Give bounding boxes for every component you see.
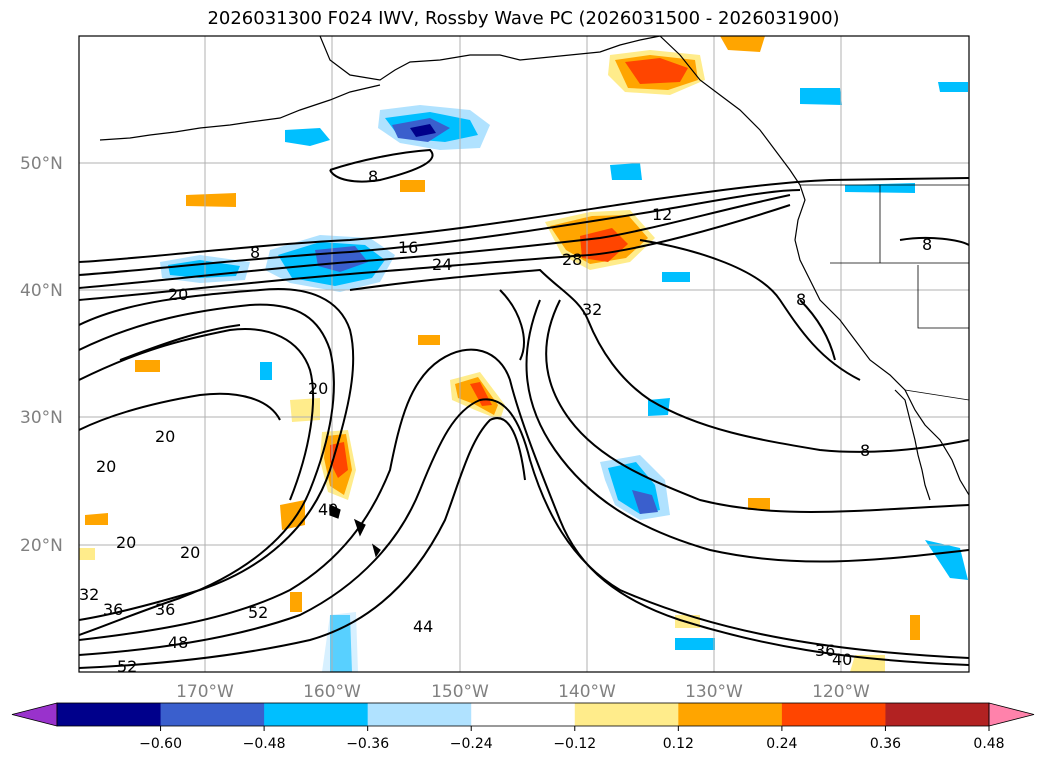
longitude-labels: 170°W 160°W 150°W 140°W 130°W 120°W [176,682,870,702]
lon-label: 130°W [685,682,743,702]
colorbar-swatch [57,703,162,726]
contour-label: 40 [318,500,338,519]
contour-label: 52 [117,657,137,676]
colorbar-swatch [574,703,679,726]
lon-label: 170°W [176,682,234,702]
colorbar-level-label: 0.24 [766,736,797,752]
map-frame [78,35,970,673]
contour-label: 48 [168,633,188,652]
colorbar-swatch [678,703,783,726]
iwv-contours [79,148,969,669]
gridlines [79,36,969,672]
contour-label: 36 [103,600,123,619]
colorbar-level-label: 0.48 [973,736,1004,752]
colorbar-frame [56,702,990,727]
contour-label: 28 [562,250,582,269]
colorbar-level-label: 0.12 [663,736,694,752]
contour-label: 36 [155,600,175,619]
contour-label: 24 [432,255,452,274]
contour-label: 52 [248,603,268,622]
contour-labels: 8 8 16 24 12 28 20 32 8 8 20 20 20 8 40 … [79,167,932,676]
contour-label: 20 [155,427,175,446]
latitude-labels: 50°N 40°N 30°N 20°N [20,154,63,556]
lon-label: 140°W [558,682,616,702]
contour-label: 8 [922,235,932,254]
contour-label: 12 [652,205,672,224]
lat-label: 30°N [20,408,63,428]
colorbar-swatch [885,703,990,726]
colorbar-level-label: −0.12 [553,736,596,752]
contour-label: 32 [582,300,602,319]
colorbar-swatch [367,703,472,726]
lon-label: 120°W [812,682,870,702]
colorbar-extend-high [988,702,1035,727]
colorbar-swatch [160,703,265,726]
colorbar-extend-low [11,702,58,727]
contour-label: 44 [413,617,433,636]
lat-label: 40°N [20,281,63,301]
colorbar-swatch [471,703,576,726]
colorbar-level-label: 0.36 [870,736,901,752]
colorbar-swatch [781,703,886,726]
colorbar: −0.60 −0.48 −0.36 −0.24 −0.12 0.12 0.24 0.36 0.4… [11,702,1035,752]
map-panel: 8 8 16 24 12 28 20 32 8 8 20 20 20 8 40 … [79,36,969,676]
colorbar-level-label: −0.24 [450,736,493,752]
contour-label: 20 [168,285,188,304]
contour-label: 40 [832,650,852,669]
contour-label: 32 [79,585,99,604]
contour-label: 36 [815,641,835,660]
contour-label: 20 [180,543,200,562]
contour-label: 8 [860,441,870,460]
lat-label: 50°N [20,154,63,174]
contour-label: 8 [796,290,806,309]
lon-label: 160°W [303,682,361,702]
contour-label: 16 [398,238,418,257]
contour-label: 20 [308,379,328,398]
contour-label: 20 [96,457,116,476]
contour-label: 8 [368,167,378,186]
lon-label: 150°W [431,682,489,702]
colorbar-swatch [264,703,369,726]
colorbar-level-label: −0.48 [243,736,286,752]
colorbar-level-label: −0.36 [346,736,389,752]
colorbar-level-label: −0.60 [139,736,182,752]
page-title: 2026031300 F024 IWV, Rossby Wave PC (202… [207,8,840,29]
lat-label: 20°N [20,536,63,556]
contour-label: 8 [250,243,260,262]
contour-label: 20 [116,533,136,552]
